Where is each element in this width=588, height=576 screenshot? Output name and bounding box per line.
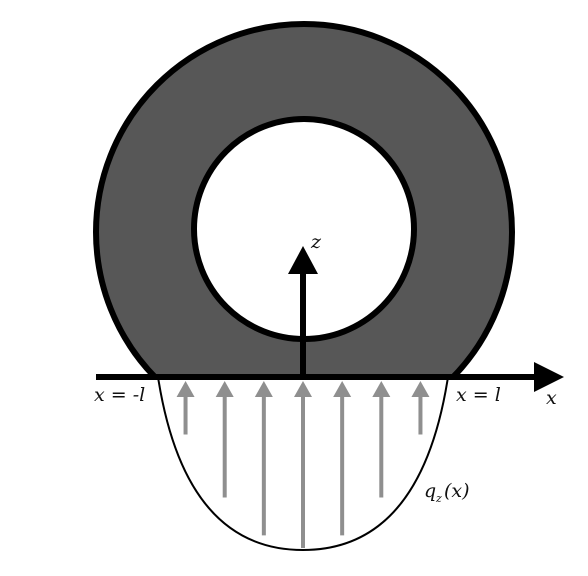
pressure-curve [157, 376, 449, 552]
load-arrow-head [333, 381, 352, 397]
load-arrow-head [254, 381, 273, 397]
load-arrow-head [294, 381, 312, 397]
load-function-label: q z (x) [424, 480, 470, 505]
load-symbol: q [424, 480, 436, 502]
x-axis-label: x [546, 387, 557, 409]
load-arrow-head [372, 381, 391, 397]
load-subscript: z [435, 492, 442, 505]
ring [93, 21, 515, 377]
x-axis-arrowhead [534, 362, 564, 392]
z-axis-arrowhead [288, 246, 318, 274]
right-bound-label: x = l [456, 384, 501, 406]
load-arrow-head [411, 381, 430, 397]
z-axis-label: z [310, 231, 322, 253]
load-arrow-head [176, 381, 195, 397]
load-arrows [176, 381, 430, 548]
left-bound-label: x = -l [94, 384, 145, 406]
load-argument: (x) [444, 480, 470, 502]
load-arrow-head [215, 381, 234, 397]
